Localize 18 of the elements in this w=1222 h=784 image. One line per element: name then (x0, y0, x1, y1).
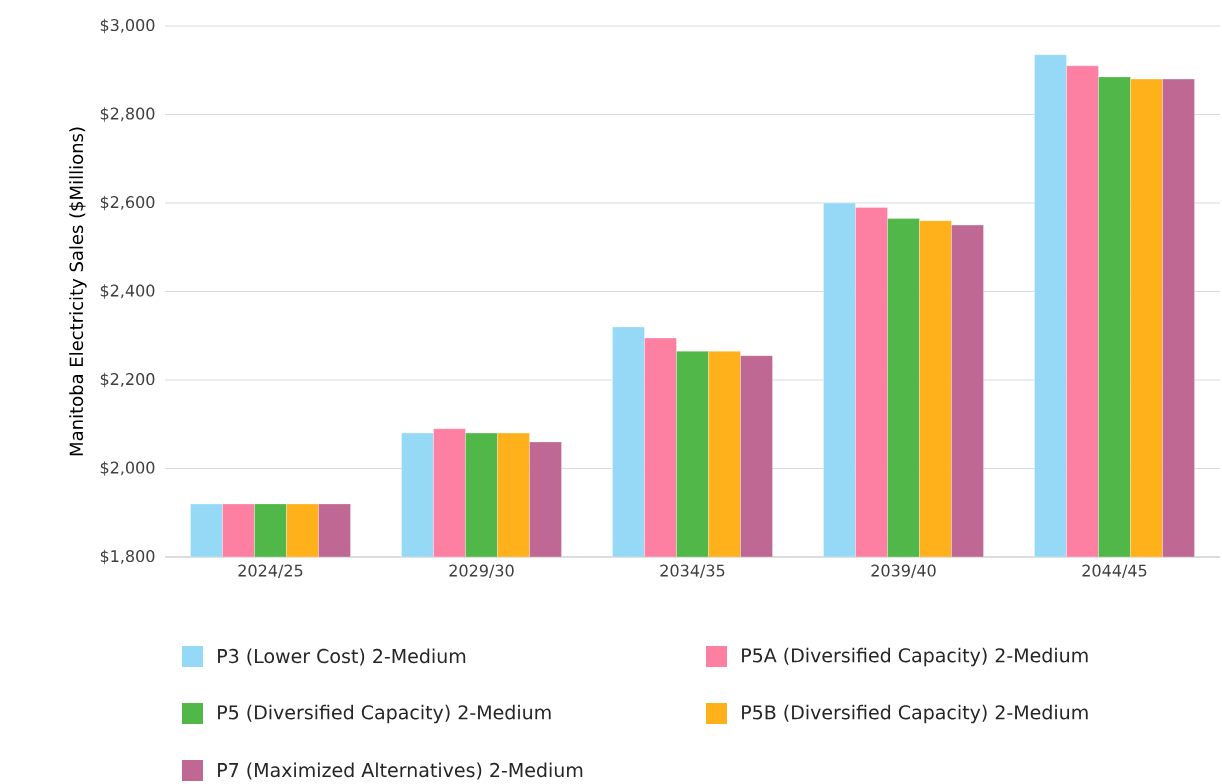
y-axis-title: Manitoba Electricity Sales ($Millions) (69, 127, 87, 456)
y-tick-label: $2,000 (100, 461, 155, 476)
legend-label: P3 (Lower Cost) 2-Medium (218, 648, 466, 666)
y-tick-label: $2,200 (100, 372, 155, 388)
y-tick-label: $2,600 (100, 195, 155, 211)
y-tick-label: $2,800 (100, 107, 155, 122)
legend-label: P5B (Diversified Capacity) 2-Medium (742, 704, 1088, 724)
x-tick-label: 2044/45 (1082, 564, 1147, 578)
x-tick-label: 2034/35 (660, 564, 725, 578)
x-tick-label: 2024/25 (238, 564, 303, 578)
x-tick-label: 2039/40 (871, 564, 936, 578)
legend-label: P5 (Diversified Capacity) 2-Medium (218, 704, 551, 724)
x-tick-label: 2029/30 (449, 564, 514, 578)
y-tick-label: $3,000 (100, 18, 155, 34)
legend-label: P7 (Maximized Alternatives) 2-Medium (218, 762, 583, 780)
y-tick-label: $1,800 (100, 549, 155, 565)
y-tick-label: $2,400 (100, 284, 155, 299)
legend-label: P5A (Diversified Capacity) 2-Medium (742, 647, 1088, 667)
